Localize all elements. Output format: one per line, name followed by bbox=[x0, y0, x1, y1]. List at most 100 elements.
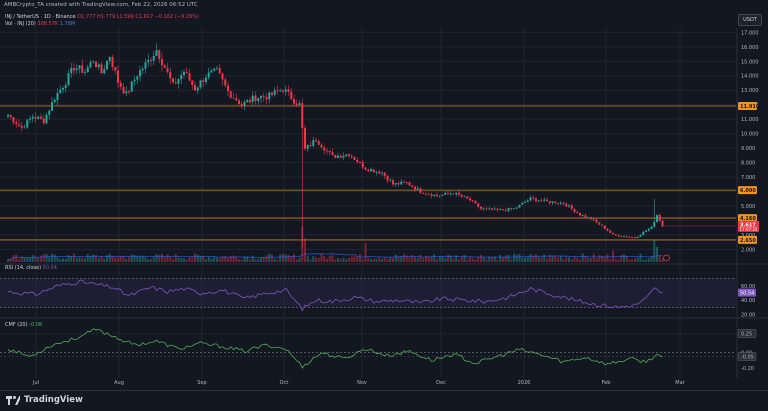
candle-body bbox=[9, 114, 12, 118]
volume-bar bbox=[603, 257, 606, 262]
candle-body bbox=[383, 172, 386, 176]
rsi-value: 50.54 bbox=[42, 265, 57, 271]
volume-bar bbox=[328, 255, 331, 262]
volume-bar bbox=[144, 257, 147, 262]
volume-bar bbox=[625, 255, 628, 262]
candle-body bbox=[147, 59, 150, 63]
candle-body bbox=[34, 116, 37, 119]
volume-bar bbox=[202, 256, 205, 262]
volume-bar bbox=[177, 257, 180, 262]
rsi-label[interactable]: RSI (14, close) bbox=[5, 265, 42, 271]
candle-body bbox=[576, 212, 579, 213]
volume-label[interactable]: Vol · INJ (20) bbox=[5, 21, 36, 27]
candle-body bbox=[174, 82, 177, 84]
candle-body bbox=[441, 194, 444, 196]
volume-bar bbox=[273, 258, 276, 262]
candle-body bbox=[191, 80, 194, 85]
candle-body bbox=[108, 56, 111, 61]
volume-bar bbox=[238, 259, 240, 262]
candle-body bbox=[166, 67, 169, 72]
volume-bar bbox=[554, 255, 557, 262]
candle-body bbox=[513, 208, 515, 210]
candle-body bbox=[339, 155, 342, 158]
volume-bar bbox=[213, 256, 216, 262]
volume-bar bbox=[601, 255, 603, 262]
candle-body bbox=[620, 236, 623, 238]
volume-bar bbox=[12, 255, 15, 262]
tradingview-logo[interactable]: TradingView bbox=[6, 395, 83, 405]
volume-bar bbox=[155, 253, 158, 262]
candle-body bbox=[111, 56, 114, 68]
volume-bar bbox=[642, 259, 645, 262]
volume-bar bbox=[152, 257, 155, 262]
candle-body bbox=[23, 127, 26, 129]
volume-bar bbox=[133, 255, 136, 262]
x-axis-tick-label: Feb bbox=[602, 380, 611, 386]
volume-bar bbox=[609, 259, 612, 262]
candle-body bbox=[20, 125, 23, 128]
candle-body bbox=[199, 80, 202, 88]
cmf-label[interactable]: CMF (20) bbox=[5, 322, 28, 328]
volume-bar bbox=[78, 257, 81, 262]
candle-body bbox=[485, 208, 488, 210]
volume-bar bbox=[403, 254, 405, 262]
author-line: AMBCrypto_TA created with TradingView.co… bbox=[4, 2, 198, 8]
candle-body bbox=[471, 200, 474, 202]
candle-body bbox=[136, 76, 139, 80]
candle-body bbox=[183, 71, 185, 76]
candle-body bbox=[507, 207, 510, 211]
candle-body bbox=[543, 199, 546, 201]
volume-bar bbox=[430, 256, 433, 262]
volume-bar bbox=[180, 258, 183, 262]
candle-body bbox=[540, 200, 543, 202]
volume-bar bbox=[86, 253, 89, 262]
candle-body bbox=[185, 71, 188, 73]
currency-badge[interactable]: USDT bbox=[738, 14, 762, 26]
price-chart-svg[interactable]: 17.00016.00015.00014.00013.00012.00011.0… bbox=[0, 0, 768, 390]
candle-body bbox=[298, 103, 301, 105]
candle-body bbox=[581, 215, 584, 217]
volume-bar bbox=[658, 255, 661, 262]
candle-body bbox=[532, 197, 535, 199]
candle-body bbox=[419, 188, 422, 193]
candle-body bbox=[430, 194, 433, 196]
level-price-badge bbox=[738, 101, 757, 110]
candle-body bbox=[587, 217, 590, 219]
volume-bar bbox=[477, 256, 480, 262]
volume-bar bbox=[114, 257, 117, 262]
volume-bar bbox=[125, 258, 128, 262]
pair-label[interactable]: INJ / TetherUS · 1D · Binance bbox=[5, 14, 76, 20]
rsi-axis-tick-label: 20.00 bbox=[741, 312, 755, 318]
volume-bar bbox=[207, 256, 210, 262]
candle-body bbox=[221, 73, 224, 80]
volume-bar bbox=[518, 253, 521, 262]
candle-body bbox=[265, 96, 268, 100]
volume-bar bbox=[546, 258, 548, 262]
volume-bar bbox=[268, 253, 271, 262]
volume-bar bbox=[452, 258, 455, 262]
volume-legend: Vol · INJ (20) 398.57K 1.78M bbox=[5, 21, 75, 27]
candle-body bbox=[405, 182, 408, 184]
volume-bar bbox=[298, 257, 301, 262]
candle-body bbox=[636, 236, 639, 239]
volume-bar bbox=[122, 256, 125, 262]
volume-bar bbox=[614, 258, 617, 262]
volume-bar bbox=[348, 258, 350, 262]
candle-body bbox=[119, 82, 122, 88]
candle-body bbox=[510, 207, 513, 209]
volume-bar bbox=[29, 258, 31, 262]
candle-body bbox=[650, 226, 653, 229]
volume-bar bbox=[482, 257, 485, 262]
candle-body bbox=[304, 128, 306, 149]
volume-bar bbox=[243, 256, 246, 262]
volume-bar bbox=[136, 256, 139, 262]
volume-bar bbox=[557, 257, 559, 262]
candle-body bbox=[568, 205, 570, 207]
volume-bar bbox=[56, 257, 59, 262]
tradingview-logo-icon bbox=[6, 395, 20, 405]
volume-bar bbox=[392, 257, 394, 262]
volume-bar bbox=[265, 255, 268, 262]
candle-body bbox=[364, 167, 367, 170]
candle-body bbox=[97, 64, 100, 67]
candle-body bbox=[361, 162, 364, 168]
